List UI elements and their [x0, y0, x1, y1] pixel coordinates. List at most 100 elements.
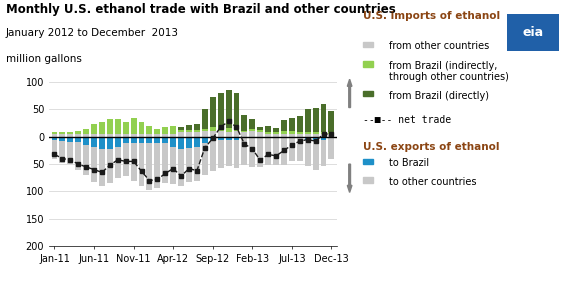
Bar — [178, 132, 184, 137]
Bar — [178, 137, 184, 149]
Bar — [154, 137, 160, 143]
Bar — [75, 131, 81, 134]
Bar — [297, 138, 303, 161]
Bar — [170, 126, 176, 134]
Bar — [99, 149, 105, 186]
Bar — [210, 137, 215, 140]
Bar — [305, 132, 310, 134]
Text: to other countries: to other countries — [389, 177, 476, 187]
Bar — [202, 143, 208, 175]
Bar — [233, 131, 240, 137]
Bar — [233, 140, 240, 168]
Bar — [320, 132, 327, 134]
Bar — [233, 93, 240, 128]
Bar — [83, 134, 89, 137]
Bar — [67, 134, 73, 137]
Bar — [265, 126, 271, 132]
Bar — [91, 134, 97, 137]
Bar — [281, 120, 287, 131]
Bar — [305, 110, 310, 132]
Bar — [115, 147, 121, 178]
Bar — [265, 137, 271, 138]
Bar — [99, 134, 105, 137]
Bar — [265, 138, 271, 165]
Bar — [297, 116, 303, 132]
Bar — [123, 122, 128, 134]
Bar — [146, 134, 153, 137]
Bar — [289, 131, 295, 134]
Bar — [75, 134, 81, 137]
Bar — [107, 119, 113, 134]
Bar — [305, 140, 310, 166]
Bar — [249, 119, 255, 128]
Bar — [297, 137, 303, 138]
Bar — [170, 137, 176, 147]
Bar — [328, 132, 335, 134]
Bar — [273, 137, 279, 138]
Bar — [83, 137, 89, 145]
Bar — [154, 143, 160, 188]
Bar — [226, 128, 232, 132]
Bar — [107, 134, 113, 137]
Bar — [218, 128, 223, 131]
Bar — [297, 134, 303, 137]
Bar — [289, 137, 295, 138]
Bar — [67, 137, 73, 142]
Bar — [320, 134, 327, 137]
Bar — [226, 137, 232, 140]
Bar — [115, 134, 121, 137]
Text: eia: eia — [522, 26, 543, 39]
Bar — [186, 125, 192, 130]
Text: U.S. imports of ethanol: U.S. imports of ethanol — [363, 11, 500, 21]
Bar — [320, 104, 327, 132]
Bar — [51, 134, 58, 137]
Bar — [249, 137, 255, 138]
Bar — [257, 137, 263, 138]
Bar — [257, 127, 263, 130]
Bar — [320, 140, 327, 166]
Bar — [202, 128, 208, 131]
Bar — [194, 137, 200, 147]
Bar — [67, 142, 73, 164]
Bar — [297, 132, 303, 134]
Bar — [131, 134, 137, 137]
Bar — [131, 118, 137, 134]
Bar — [59, 132, 66, 134]
Bar — [67, 132, 73, 134]
Text: from other countries: from other countries — [389, 41, 489, 51]
Bar — [289, 138, 295, 161]
Bar — [75, 142, 81, 170]
Text: --■-- net trade: --■-- net trade — [363, 115, 451, 125]
Text: from Brazil (directly): from Brazil (directly) — [389, 91, 489, 100]
Bar — [59, 141, 66, 163]
Bar — [139, 134, 145, 137]
Bar — [202, 110, 208, 128]
Text: January 2012 to December  2013: January 2012 to December 2013 — [6, 28, 179, 38]
Bar — [139, 143, 145, 186]
Bar — [131, 137, 137, 143]
Bar — [178, 130, 184, 132]
Bar — [170, 134, 176, 137]
Text: Monthly U.S. ethanol trade with Brazil and other countries: Monthly U.S. ethanol trade with Brazil a… — [6, 3, 396, 16]
Bar — [162, 137, 168, 143]
Bar — [281, 131, 287, 134]
Bar — [178, 149, 184, 186]
Bar — [241, 115, 247, 131]
Bar — [328, 111, 335, 132]
Bar — [83, 145, 89, 175]
Bar — [313, 141, 319, 170]
Bar — [59, 137, 66, 141]
Bar — [273, 128, 279, 132]
Bar — [218, 137, 223, 140]
Bar — [265, 132, 271, 134]
Bar — [99, 122, 105, 134]
Bar — [218, 131, 223, 137]
Bar — [328, 134, 335, 137]
Bar — [289, 134, 295, 137]
Bar — [75, 137, 81, 142]
Bar — [281, 137, 287, 138]
Bar — [186, 132, 192, 137]
Bar — [146, 143, 153, 190]
Bar — [218, 140, 223, 168]
Bar — [162, 127, 168, 134]
